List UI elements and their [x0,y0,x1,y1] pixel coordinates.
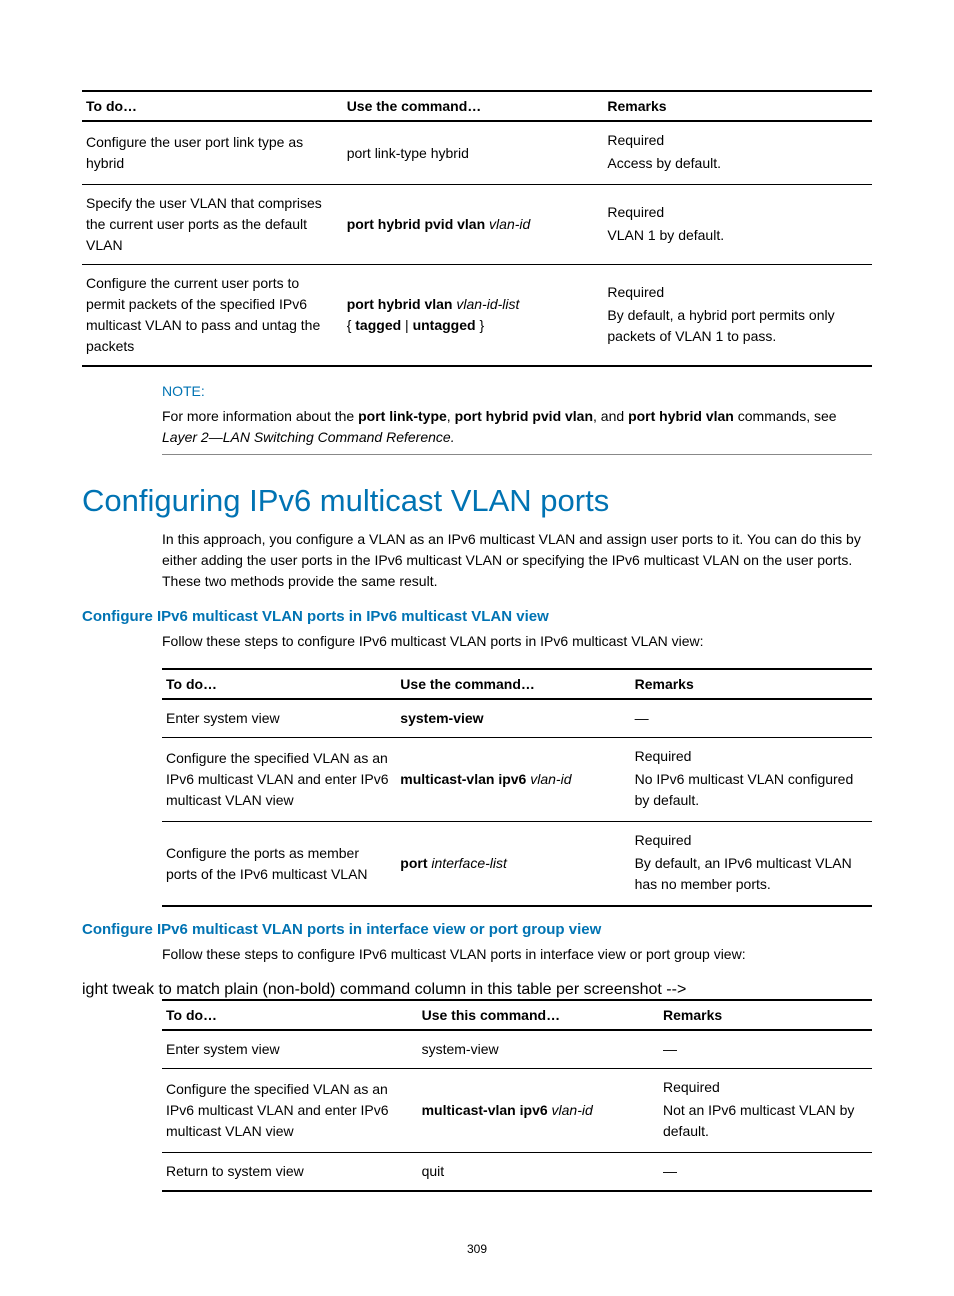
cell-rem: Required By default, a hybrid port permi… [603,265,872,367]
note-text: , [447,408,455,424]
subheading-1: Configure IPv6 multicast VLAN ports in I… [82,608,872,625]
section-heading: Configuring IPv6 multicast VLAN ports [82,483,872,519]
cell-rem: — [631,699,872,738]
cell-rem: Required Access by default. [603,121,872,185]
cell-todo: Configure the user port link type as hyb… [82,121,343,185]
subheading-2: Configure IPv6 multicast VLAN ports in i… [82,921,872,938]
cmd-plain: } [476,317,485,333]
intro-paragraph: In this approach, you configure a VLAN a… [162,529,872,592]
cell-cmd: multicast-vlan ipv6 vlan-id [418,1069,659,1153]
cmd-italic: interface-list [428,855,507,871]
remark-line: Required [607,130,868,151]
config-table-3: To do… Use this command… Remarks Enter s… [162,999,872,1192]
table-row: Configure the ports as member ports of t… [162,822,872,907]
cmd-bold: multicast-vlan ipv6 [422,1102,548,1118]
cmd-bold: untagged [413,317,476,333]
cmd-italic: vlan-id [548,1102,593,1118]
remark-line: Required [635,746,868,767]
cell-rem: Required VLAN 1 by default. [603,185,872,265]
cell-todo: Configure the specified VLAN as an IPv6 … [162,738,396,822]
cell-todo: Return to system view [162,1153,418,1192]
note-title: NOTE: [162,381,872,402]
th-cmd: Use the command… [343,91,604,121]
cell-cmd: port link-type hybrid [343,121,604,185]
cell-rem: — [659,1153,872,1192]
th-todo: To do… [162,1000,418,1030]
cell-todo: Configure the ports as member ports of t… [162,822,396,907]
remark-line: Access by default. [607,153,868,174]
remark-line: Required [607,282,868,303]
table-row: Configure the specified VLAN as an IPv6 … [162,1069,872,1153]
cell-cmd: multicast-vlan ipv6 vlan-id [396,738,630,822]
note-text: commands, see [734,408,837,424]
remark-line: By default, a hybrid port permits only p… [607,305,868,347]
cell-rem: Required No IPv6 multicast VLAN configur… [631,738,872,822]
cell-rem: Required Not an IPv6 multicast VLAN by d… [659,1069,872,1153]
cell-cmd: quit [418,1153,659,1192]
note-bold: port hybrid pvid vlan [455,408,593,424]
note-italic: Layer 2—LAN Switching Command Reference. [162,429,455,445]
th-todo: To do… [82,91,343,121]
document-page: To do… Use the command… Remarks Configur… [0,0,954,1296]
cell-todo: Enter system view [162,1030,418,1069]
cell-cmd: system-view [418,1030,659,1069]
cell-rem: Required By default, an IPv6 multicast V… [631,822,872,907]
page-number: 309 [0,1242,954,1256]
remark-line: Required [663,1077,868,1098]
cell-todo: Configure the specified VLAN as an IPv6 … [162,1069,418,1153]
note-text: , and [593,408,628,424]
table-row: Configure the user port link type as hyb… [82,121,872,185]
table-header-row: To do… Use this command… Remarks [162,1000,872,1030]
cmd-plain: { [347,317,356,333]
table-row: Return to system view quit — [162,1153,872,1192]
cmd-bold: system-view [400,710,483,726]
th-rem: Remarks [659,1000,872,1030]
cell-cmd: port hybrid vlan vlan-id-list { tagged |… [343,265,604,367]
th-rem: Remarks [631,669,872,699]
config-table-2: To do… Use the command… Remarks Enter sy… [162,668,872,907]
config-table-1: To do… Use the command… Remarks Configur… [82,90,872,367]
cmd-plain: | [401,317,412,333]
table-row: Specify the user VLAN that comprises the… [82,185,872,265]
table-row: Configure the specified VLAN as an IPv6 … [162,738,872,822]
table-row: Configure the current user ports to perm… [82,265,872,367]
cell-cmd: system-view [396,699,630,738]
remark-line: Required [635,830,868,851]
cmd-bold: port [400,855,427,871]
cell-todo: Enter system view [162,699,396,738]
note-bold: port link-type [358,408,447,424]
th-cmd: Use the command… [396,669,630,699]
lead-text: Follow these steps to configure IPv6 mul… [162,944,872,965]
remark-line: Required [607,202,868,223]
th-todo: To do… [162,669,396,699]
remark-line: Not an IPv6 multicast VLAN by default. [663,1100,868,1142]
cell-todo: Configure the current user ports to perm… [82,265,343,367]
cell-cmd: port hybrid pvid vlan vlan-id [343,185,604,265]
cell-cmd: port interface-list [396,822,630,907]
cmd-italic: vlan-id-list [452,296,519,312]
cmd-italic: vlan-id [526,771,571,787]
lead-text: Follow these steps to configure IPv6 mul… [162,631,872,652]
cell-rem: — [659,1030,872,1069]
th-rem: Remarks [603,91,872,121]
note-text: For more information about the [162,408,358,424]
note-block: NOTE: For more information about the por… [162,381,872,455]
remark-line: No IPv6 multicast VLAN configured by def… [635,769,868,811]
table-header-row: To do… Use the command… Remarks [162,669,872,699]
remark-line: VLAN 1 by default. [607,225,868,246]
th-cmd: Use this command… [418,1000,659,1030]
note-bold: port hybrid vlan [628,408,734,424]
note-body: For more information about the port link… [162,406,872,448]
cell-todo: Specify the user VLAN that comprises the… [82,185,343,265]
remark-line: By default, an IPv6 multicast VLAN has n… [635,853,868,895]
cmd-bold: port hybrid pvid vlan [347,216,485,232]
table-row: Enter system view system-view — [162,1030,872,1069]
cmd-italic: vlan-id [485,216,530,232]
table-header-row: To do… Use the command… Remarks [82,91,872,121]
table-row: Enter system view system-view — [162,699,872,738]
cmd-bold: multicast-vlan ipv6 [400,771,526,787]
cmd-bold: port hybrid vlan [347,296,453,312]
cmd-bold: tagged [355,317,401,333]
